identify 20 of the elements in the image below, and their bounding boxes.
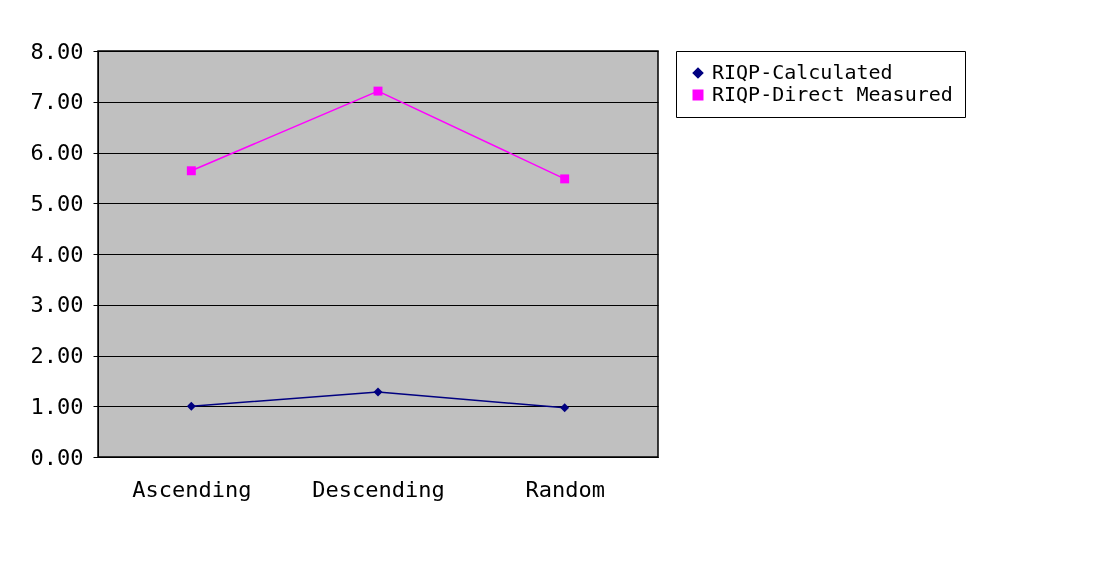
point [186, 401, 196, 411]
legend-label: RIQP-Direct Measured [712, 82, 953, 106]
point [373, 387, 383, 397]
x-tick-label: Random [525, 476, 605, 502]
y-tick-label: 7.00 [30, 89, 84, 115]
y-tick-label: 5.00 [30, 190, 84, 216]
y-tick-label: 6.00 [30, 140, 84, 165]
point [560, 403, 570, 413]
x-tick-label: Ascending [132, 476, 252, 502]
point [373, 86, 383, 96]
x-tick-label: Descending [312, 476, 445, 502]
y-tick-label: 2.00 [30, 343, 84, 368]
y-tick-label: 1.00 [30, 393, 84, 419]
y-tick-label: 0.00 [30, 444, 84, 470]
y-tick-label: 8.00 [30, 38, 84, 64]
point [186, 166, 196, 176]
y-tick-label: 3.00 [30, 292, 84, 318]
legend-label: RIQP-Calculated [712, 60, 893, 84]
y-tick-label: 4.00 [30, 241, 84, 267]
point [560, 174, 570, 184]
